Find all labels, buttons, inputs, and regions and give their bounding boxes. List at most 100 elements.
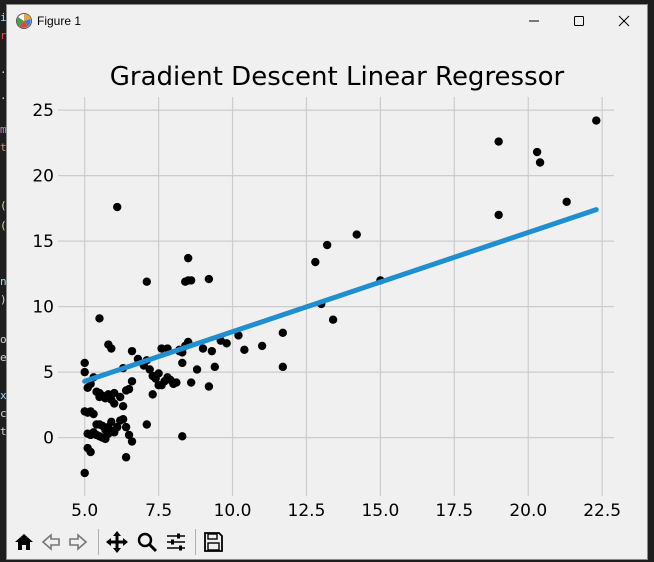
home-icon	[15, 534, 33, 550]
editor-char: (	[0, 199, 7, 212]
editor-char: r	[0, 29, 7, 42]
x-tick-label: 10.0	[214, 501, 252, 521]
home-button[interactable]	[11, 529, 37, 555]
editor-char: i	[0, 11, 7, 24]
y-tick-label: 15	[32, 232, 54, 252]
editor-char: .	[0, 89, 7, 102]
data-point	[352, 230, 361, 239]
matplotlib-app-icon	[16, 13, 32, 29]
pan-button[interactable]	[104, 529, 130, 555]
maximize-icon	[574, 16, 584, 26]
data-point	[110, 388, 119, 398]
data-point	[592, 116, 601, 125]
grid-lines	[58, 97, 614, 496]
data-point	[127, 377, 137, 386]
data-point	[172, 378, 181, 387]
x-tick-label: 12.5	[288, 501, 326, 521]
data-point	[124, 430, 134, 440]
data-point	[210, 362, 220, 372]
data-point	[532, 147, 542, 157]
y-tick-label: 20	[32, 167, 54, 187]
data-point	[80, 367, 89, 377]
toolbar-separator	[98, 529, 99, 555]
data-point	[240, 345, 249, 355]
configure-subplots-icon	[167, 533, 185, 551]
y-tick-label: 0	[43, 429, 54, 449]
pan-icon	[106, 531, 128, 553]
data-point	[154, 381, 163, 390]
editor-char: (	[0, 219, 7, 232]
save-button[interactable]	[200, 529, 226, 555]
data-point	[234, 331, 243, 340]
data-point	[148, 390, 157, 399]
back-button[interactable]	[38, 529, 64, 555]
toolbar-separator	[195, 529, 196, 555]
editor-char: c	[0, 407, 7, 420]
minimize-button[interactable]	[511, 5, 557, 37]
data-point	[95, 314, 104, 323]
data-point	[328, 315, 338, 324]
data-point	[95, 392, 104, 402]
editor-char: t	[0, 425, 7, 438]
data-point	[204, 382, 214, 391]
title-bar[interactable]: Figure 1	[7, 5, 647, 37]
x-tick-label: 7.5	[145, 501, 172, 521]
editor-char: m	[0, 123, 7, 136]
data-point	[186, 378, 196, 387]
x-tick-label: 15.0	[361, 501, 399, 521]
data-point	[107, 417, 116, 427]
maximize-button[interactable]	[556, 5, 602, 37]
x-tick-label: 20.0	[509, 501, 547, 521]
x-tick-label: 17.5	[435, 501, 473, 521]
background-editor-strip: i r.. m t((n) o e x c t	[0, 0, 8, 562]
data-point	[86, 447, 95, 457]
y-tick-label: 25	[32, 101, 54, 121]
zoom-button[interactable]	[134, 529, 160, 555]
editor-char: o	[0, 333, 7, 346]
data-point	[145, 365, 154, 374]
editor-char: t	[0, 141, 7, 154]
save-icon	[204, 532, 223, 552]
data-point	[207, 346, 217, 356]
data-point	[322, 240, 332, 250]
data-point	[142, 277, 151, 286]
scatter-chart: Gradient Descent Linear Regressor 5.0 7.5…	[32, 62, 621, 521]
window-title: Figure 1	[37, 14, 82, 28]
data-points	[80, 116, 601, 478]
data-point	[142, 420, 151, 429]
axis-ticks: 5.0 7.5 10.0 12.5 15.0 17.5 20.0 22.5 0 5 10 15 20 25	[32, 101, 621, 521]
chart-title: Gradient Descent Linear Regressor	[110, 62, 565, 92]
zoom-icon	[137, 532, 158, 553]
close-button[interactable]	[601, 5, 647, 37]
data-point	[110, 399, 119, 408]
editor-char: .	[0, 63, 7, 76]
configure-subplots-button[interactable]	[163, 529, 189, 555]
data-point	[535, 158, 545, 167]
regression-line-group	[82, 207, 599, 384]
data-point	[89, 409, 98, 419]
data-point	[118, 401, 128, 411]
data-point	[178, 432, 187, 441]
editor-char: x	[0, 389, 7, 402]
data-point	[127, 346, 137, 356]
data-point	[186, 276, 196, 285]
plot-canvas[interactable]: Gradient Descent Linear Regressor 5.0 7.5…	[7, 37, 647, 521]
data-point	[157, 344, 166, 353]
data-point	[257, 341, 267, 351]
data-point	[183, 253, 193, 263]
data-point	[278, 328, 288, 337]
data-point	[154, 369, 163, 378]
data-point	[118, 415, 128, 424]
figure-window: Figure 1 Gradient Descent Linear Regress…	[6, 4, 648, 560]
regression-line	[82, 207, 599, 384]
forward-icon	[69, 533, 88, 551]
data-point	[278, 362, 288, 372]
close-icon	[618, 15, 630, 27]
y-tick-label: 5	[43, 363, 54, 383]
forward-button[interactable]	[65, 529, 91, 555]
data-point	[113, 422, 122, 432]
data-point	[80, 468, 89, 478]
data-point	[121, 422, 131, 432]
data-point	[80, 358, 89, 368]
data-point	[311, 257, 320, 267]
